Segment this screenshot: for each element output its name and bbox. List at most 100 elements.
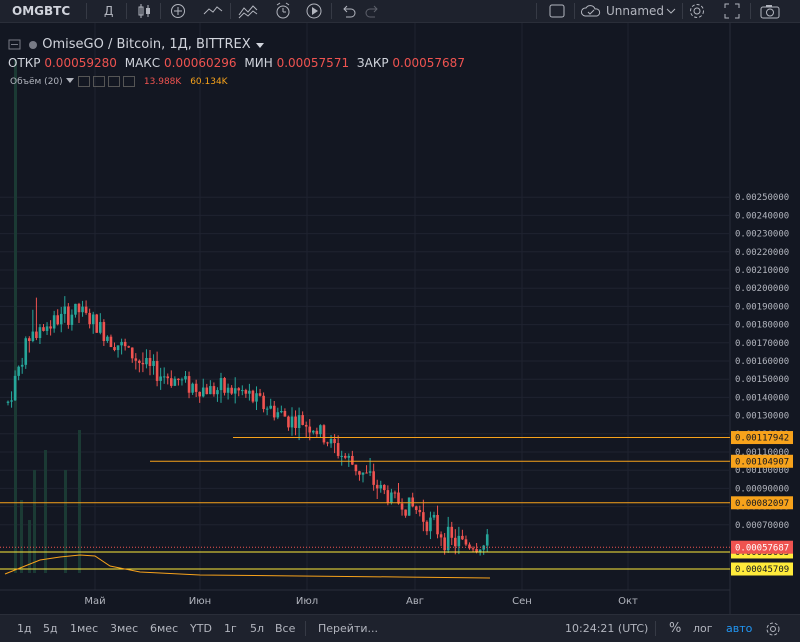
snapshot-icon[interactable] [760, 3, 780, 25]
interval-button[interactable]: Д [104, 4, 114, 18]
candle-body [258, 393, 262, 396]
price-tag-label: 0.00082097 [735, 499, 789, 509]
candles-icon[interactable] [136, 3, 154, 25]
y-tick-label: 0.00070000 [735, 521, 789, 531]
candle-body [230, 387, 233, 394]
candle-body [24, 338, 28, 365]
divider [536, 3, 537, 19]
hide-icon[interactable] [78, 76, 91, 87]
layout-name[interactable]: Unnamed [606, 4, 665, 18]
log-scale-button[interactable]: лог [693, 622, 713, 635]
candle-body [336, 443, 340, 456]
candle-body [312, 430, 315, 433]
range-button-3m[interactable]: 3мес [110, 622, 139, 635]
candle-body [294, 416, 297, 428]
goto-date-button[interactable]: Перейти... [318, 622, 378, 635]
candle-body [194, 383, 198, 392]
range-button-all[interactable]: Все [275, 622, 296, 635]
redo-icon[interactable] [365, 3, 381, 25]
add-indicator-icon[interactable] [170, 3, 186, 25]
fullscreen-icon[interactable] [724, 3, 740, 25]
remove-icon[interactable] [108, 76, 121, 87]
y-tick-label: 0.00190000 [735, 302, 789, 312]
legend-title[interactable]: OmiseGO / Bitcoin, 1Д, BITTREX [42, 37, 251, 52]
candle-body [414, 506, 418, 511]
candle-body [372, 471, 375, 485]
volume-label[interactable]: Объём (20) [10, 77, 63, 87]
range-button-ytd[interactable]: YTD [190, 622, 212, 635]
candle-body [13, 375, 17, 401]
candle-body [88, 312, 91, 325]
indicators-icon[interactable] [238, 3, 258, 25]
candle-body [248, 390, 251, 394]
range-button-1d[interactable]: 1д [17, 622, 32, 635]
volume-row: Объём (20) 13.988K 60.134K [10, 76, 228, 87]
candle-body [219, 378, 223, 391]
price-tag-bg [731, 496, 793, 510]
range-button-1y[interactable]: 1г [224, 622, 237, 635]
candle-body [383, 484, 386, 491]
current-price-tag-bg [731, 540, 793, 554]
chevron-down-icon[interactable] [666, 7, 676, 29]
clock[interactable]: 10:24:21 (UTC) [565, 622, 649, 635]
chevron-down-icon[interactable] [65, 77, 74, 84]
candle-body [436, 514, 439, 535]
candle-body [116, 345, 120, 351]
chevron-down-icon[interactable] [255, 41, 265, 49]
price-tag-bg [731, 431, 793, 445]
candle-body [400, 503, 404, 510]
candle-body [329, 438, 333, 444]
candle-body [422, 512, 425, 522]
more-icon[interactable] [123, 76, 136, 87]
percent-scale-button[interactable]: % [669, 621, 682, 636]
range-button-5y[interactable]: 5л [250, 622, 265, 635]
price-chart[interactable]: 0.00250000 0.00240000 0.00230000 0.00220000… [0, 23, 800, 614]
candle-body [81, 306, 84, 313]
top-toolbar: OMGBTC Д Unnamed [0, 0, 800, 23]
candle-body [184, 376, 187, 380]
candle-body [70, 314, 74, 325]
auto-scale-button[interactable]: авто [726, 622, 753, 635]
candle-body [326, 442, 329, 444]
candle-body [340, 455, 343, 457]
candle-body [393, 492, 397, 494]
undo-icon[interactable] [340, 3, 356, 25]
symbol-search[interactable]: OMGBTC [12, 4, 71, 18]
compare-icon[interactable] [203, 3, 223, 25]
settings-icon[interactable] [688, 2, 706, 24]
volume-ma-value: 60.134K [190, 77, 228, 87]
x-tick-label: Июл [296, 596, 318, 607]
range-button-6m[interactable]: 6мес [150, 622, 179, 635]
candle-body [368, 471, 372, 473]
y-tick-label: 0.00110000 [735, 448, 789, 458]
settings-icon[interactable] [93, 76, 106, 87]
candle-body [155, 361, 159, 381]
candle-body [173, 378, 177, 386]
range-button-5d[interactable]: 5д [43, 622, 58, 635]
candle-body [201, 387, 205, 397]
candle-body [319, 425, 322, 435]
range-button-1m[interactable]: 1мес [70, 622, 99, 635]
candle-body [425, 521, 429, 532]
candle-body [52, 315, 56, 329]
replay-icon[interactable] [305, 2, 323, 24]
candle-body [379, 484, 383, 489]
alert-icon[interactable] [274, 2, 292, 24]
layout-toggle-icon[interactable] [548, 3, 566, 25]
candle-body [280, 410, 283, 413]
high-value: 0.00060296 [164, 56, 237, 70]
collapse-legend-icon[interactable] [8, 39, 24, 51]
candle-body [31, 331, 35, 342]
price-tag-bg [731, 562, 793, 576]
candle-body [343, 455, 347, 458]
cloud-icon[interactable] [580, 4, 602, 26]
candle-body [411, 497, 414, 507]
divider [305, 621, 306, 636]
y-tick-label: 0.00150000 [735, 375, 789, 385]
settings-icon[interactable] [765, 621, 781, 637]
candle-body [170, 378, 173, 386]
candle-body [457, 535, 461, 547]
candle-body [432, 514, 436, 518]
candle-body [226, 387, 230, 393]
candle-body [354, 464, 358, 472]
